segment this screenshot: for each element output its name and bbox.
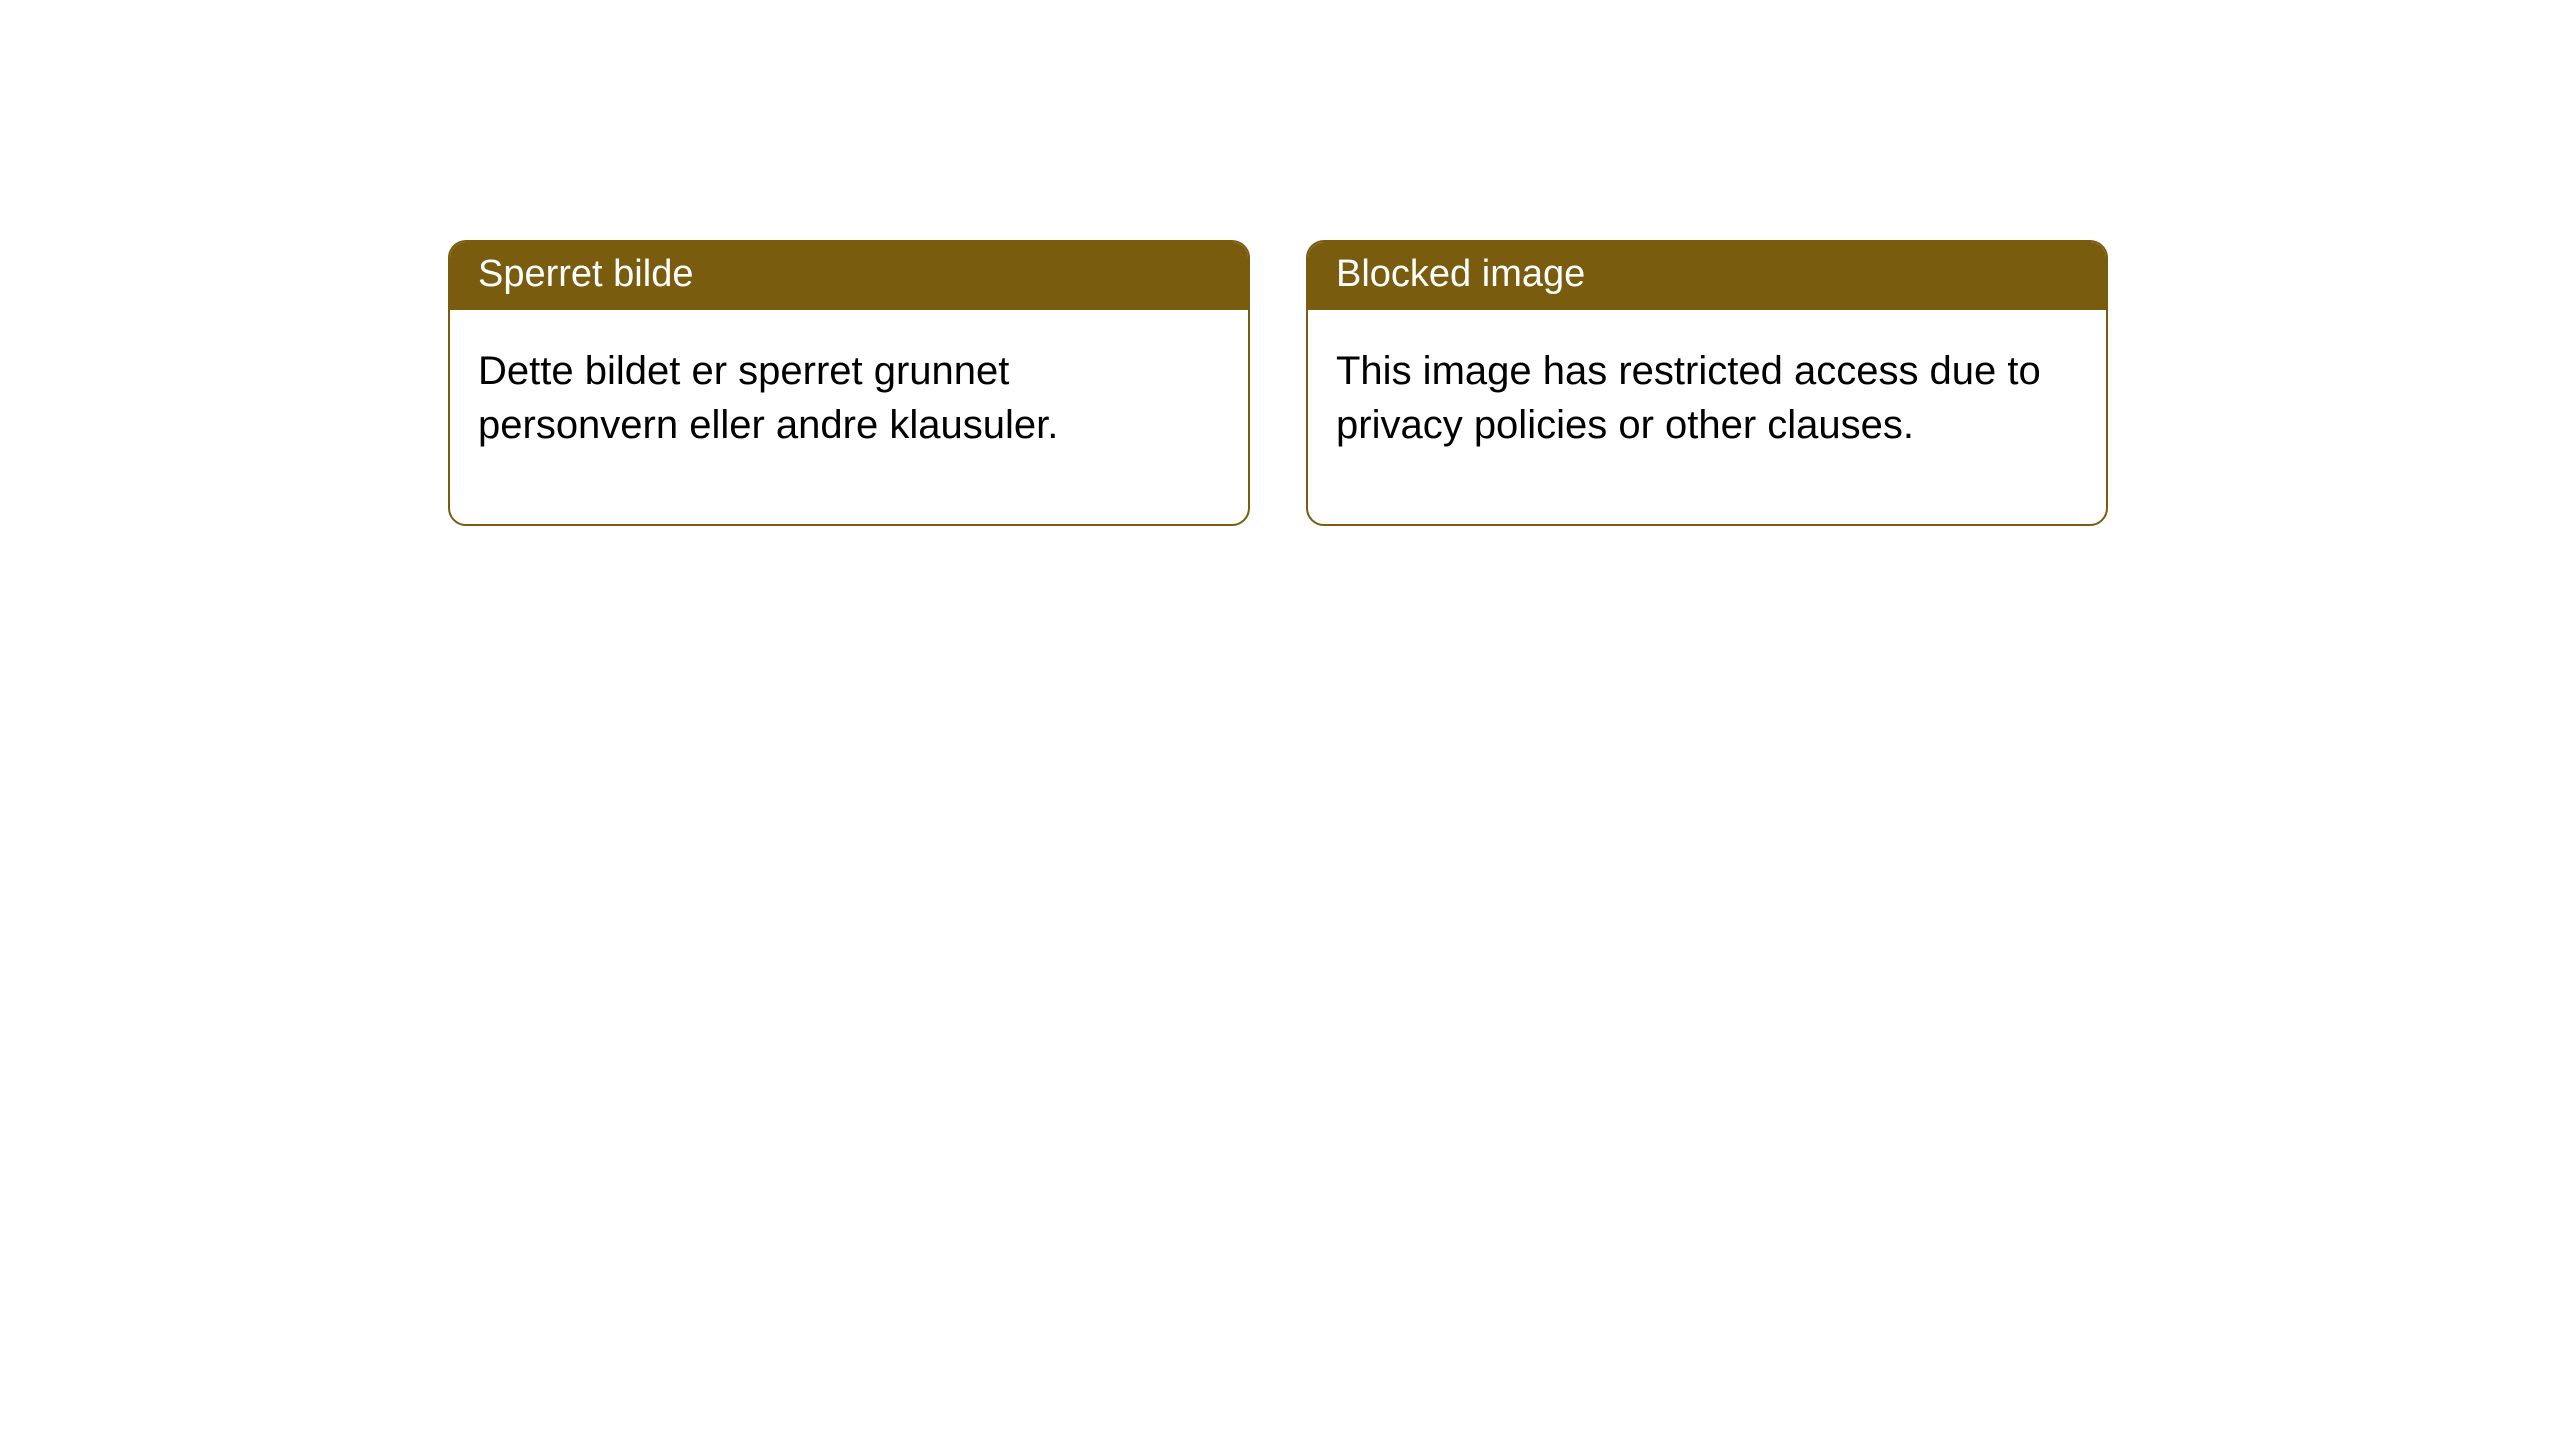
card-header-no: Sperret bilde — [450, 242, 1248, 310]
blocked-image-card-no: Sperret bilde Dette bildet er sperret gr… — [448, 240, 1250, 526]
blocked-image-card-en: Blocked image This image has restricted … — [1306, 240, 2108, 526]
card-header-en: Blocked image — [1308, 242, 2106, 310]
card-body-en: This image has restricted access due to … — [1308, 310, 2106, 524]
notice-container: Sperret bilde Dette bildet er sperret gr… — [0, 0, 2560, 526]
card-body-no: Dette bildet er sperret grunnet personve… — [450, 310, 1248, 524]
